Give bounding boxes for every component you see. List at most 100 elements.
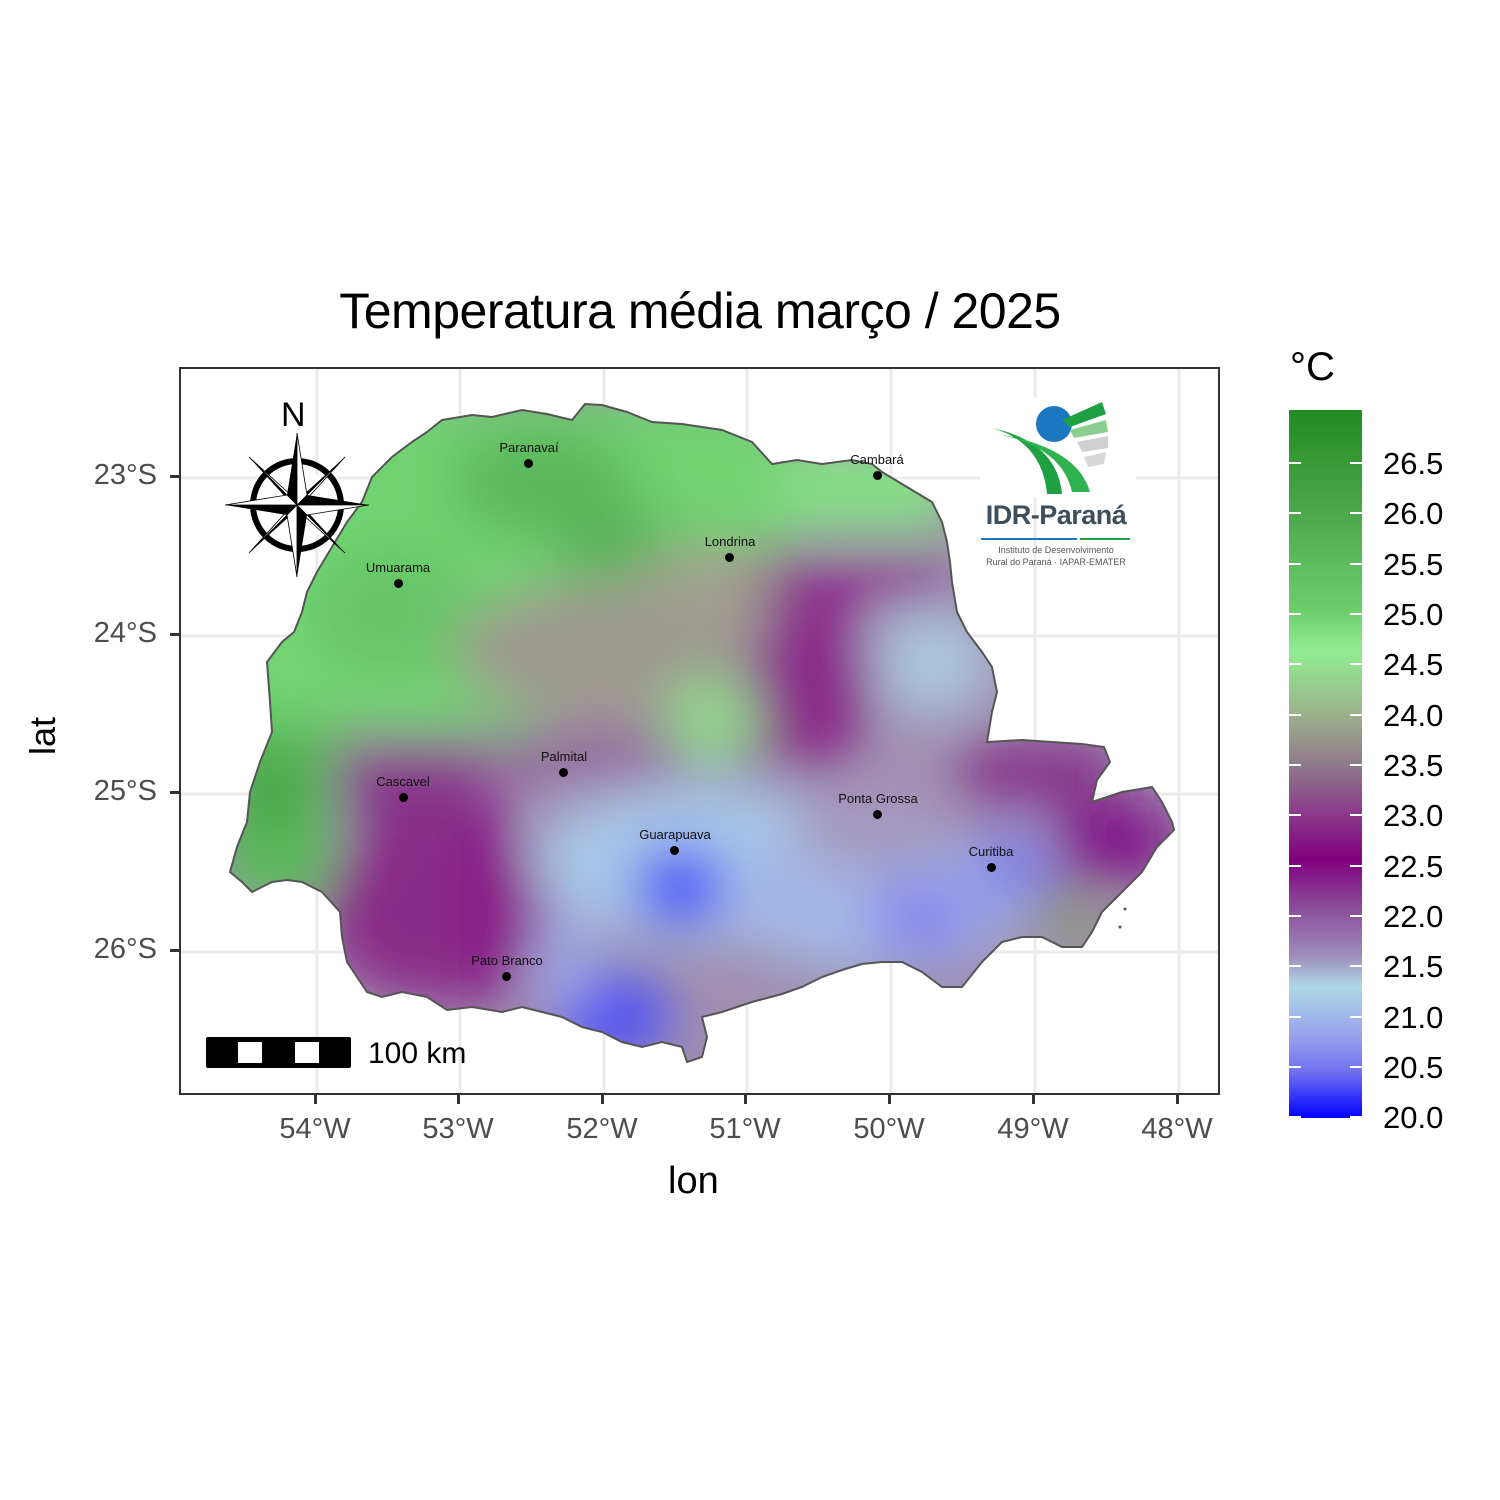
scale-bar-label: 100 km <box>368 1037 467 1070</box>
city-dot-cambara <box>873 471 882 480</box>
colorbar-label: 23.5 <box>1383 748 1444 783</box>
city-dot-ponta-grossa <box>873 810 882 819</box>
logo-subtitle-2: Rural do Paraná · IAPAR-EMATER <box>986 557 1126 567</box>
colorbar-label: 20.5 <box>1383 1050 1444 1085</box>
y-tick-label: 24°S <box>93 617 157 649</box>
colorbar-tick <box>1350 512 1362 514</box>
scale-bar-segment <box>295 1042 319 1063</box>
city-label-pato-branco: Pato Branco <box>471 953 543 968</box>
colorbar-tick <box>1350 1016 1362 1018</box>
colorbar-tick <box>1289 865 1301 867</box>
scale-bar <box>206 1037 351 1068</box>
chart-title: Temperatura média março / 2025 <box>339 283 1061 339</box>
logo-subtitle-1: Instituto de Desenvolvimento <box>998 545 1114 555</box>
compass-rose-icon <box>224 432 370 578</box>
colorbar-tick <box>1350 965 1362 967</box>
colorbar-label: 22.5 <box>1383 849 1444 884</box>
colorbar-tick <box>1350 1116 1362 1118</box>
colorbar-label: 25.5 <box>1383 547 1444 582</box>
logo-name: IDR-Paraná <box>985 500 1127 530</box>
city-label-umuarama: Umuarama <box>365 560 431 575</box>
colorbar-label: 24.0 <box>1383 698 1444 733</box>
x-tick-label: 52°W <box>566 1113 638 1145</box>
y-tick-label: 26°S <box>93 933 157 965</box>
colorbar-label: 26.5 <box>1383 446 1444 481</box>
x-tick-label: 48°W <box>1141 1113 1213 1145</box>
colorbar-tick <box>1289 613 1301 615</box>
colorbar-tick <box>1289 462 1301 464</box>
x-tick-label: 50°W <box>853 1113 925 1145</box>
y-tick-mark <box>170 791 179 794</box>
colorbar-tick <box>1289 1066 1301 1068</box>
x-tick-mark <box>888 1095 891 1104</box>
city-label-londrina: Londrina <box>704 534 756 549</box>
colorbar-label: 21.5 <box>1383 949 1444 984</box>
city-dot-curitiba <box>987 863 996 872</box>
city-label-cascavel: Cascavel <box>376 774 430 789</box>
colorbar-label: 21.0 <box>1383 1000 1444 1035</box>
colorbar-tick <box>1289 965 1301 967</box>
colorbar-label: 25.0 <box>1383 597 1444 632</box>
state-boundary <box>228 402 1176 1064</box>
colorbar-label: 23.0 <box>1383 798 1444 833</box>
x-tick-mark <box>601 1095 604 1104</box>
colorbar-tick <box>1350 814 1362 816</box>
colorbar-tick <box>1289 563 1301 565</box>
scale-bar-segment <box>238 1042 262 1063</box>
north-label: N <box>281 396 306 434</box>
x-axis-label: lon <box>668 1160 719 1202</box>
colorbar-tick <box>1350 1066 1362 1068</box>
city-dot-paranavai <box>524 459 533 468</box>
y-tick-mark <box>170 633 179 636</box>
idr-parana-logo-icon <box>980 397 1136 497</box>
colorbar-tick <box>1350 915 1362 917</box>
city-label-paranavai: Paranavaí <box>499 440 559 455</box>
colorbar-tick <box>1289 714 1301 716</box>
city-dot-umuarama <box>394 579 403 588</box>
city-label-guarapuava: Guarapuava <box>639 827 711 842</box>
city-dot-palmital <box>559 768 568 777</box>
x-tick-mark <box>1032 1095 1035 1104</box>
x-tick-label: 53°W <box>422 1113 494 1145</box>
city-label-curitiba: Curitiba <box>968 844 1014 859</box>
x-tick-label: 51°W <box>709 1113 781 1145</box>
y-tick-label: 23°S <box>93 459 157 491</box>
city-label-cambara: Cambará <box>850 452 904 467</box>
y-tick-label: 25°S <box>93 775 157 807</box>
colorbar-label: 24.5 <box>1383 647 1444 682</box>
logo-rule-green <box>1080 538 1130 540</box>
x-tick-label: 49°W <box>997 1113 1069 1145</box>
colorbar-tick <box>1350 563 1362 565</box>
temperature-map <box>181 369 1218 1093</box>
legend-title: °C <box>1290 345 1335 389</box>
colorbar-tick <box>1289 1116 1301 1118</box>
colorbar-tick <box>1350 462 1362 464</box>
city-dot-pato-branco <box>502 972 511 981</box>
x-tick-mark <box>457 1095 460 1104</box>
y-tick-mark <box>170 949 179 952</box>
x-tick-label: 54°W <box>279 1113 351 1145</box>
x-tick-mark <box>1176 1095 1179 1104</box>
colorbar-tick <box>1289 512 1301 514</box>
colorbar <box>1289 410 1362 1118</box>
city-dot-londrina <box>725 553 734 562</box>
colorbar-label: 22.0 <box>1383 899 1444 934</box>
colorbar-tick <box>1350 764 1362 766</box>
colorbar-tick <box>1350 663 1362 665</box>
map-panel <box>179 367 1220 1095</box>
y-axis-label: lat <box>22 716 63 755</box>
city-label-ponta-grossa: Ponta Grossa <box>838 791 918 806</box>
colorbar-label: 26.0 <box>1383 496 1444 531</box>
logo-rule-blue <box>981 538 1077 540</box>
colorbar-tick <box>1350 865 1362 867</box>
colorbar-tick <box>1289 814 1301 816</box>
island-dot <box>1123 907 1127 911</box>
island-dot <box>1118 925 1122 929</box>
city-dot-guarapuava <box>670 846 679 855</box>
colorbar-tick <box>1350 613 1362 615</box>
colorbar-tick <box>1289 1016 1301 1018</box>
x-tick-mark <box>744 1095 747 1104</box>
city-dot-cascavel <box>399 793 408 802</box>
city-label-palmital: Palmital <box>540 749 588 764</box>
